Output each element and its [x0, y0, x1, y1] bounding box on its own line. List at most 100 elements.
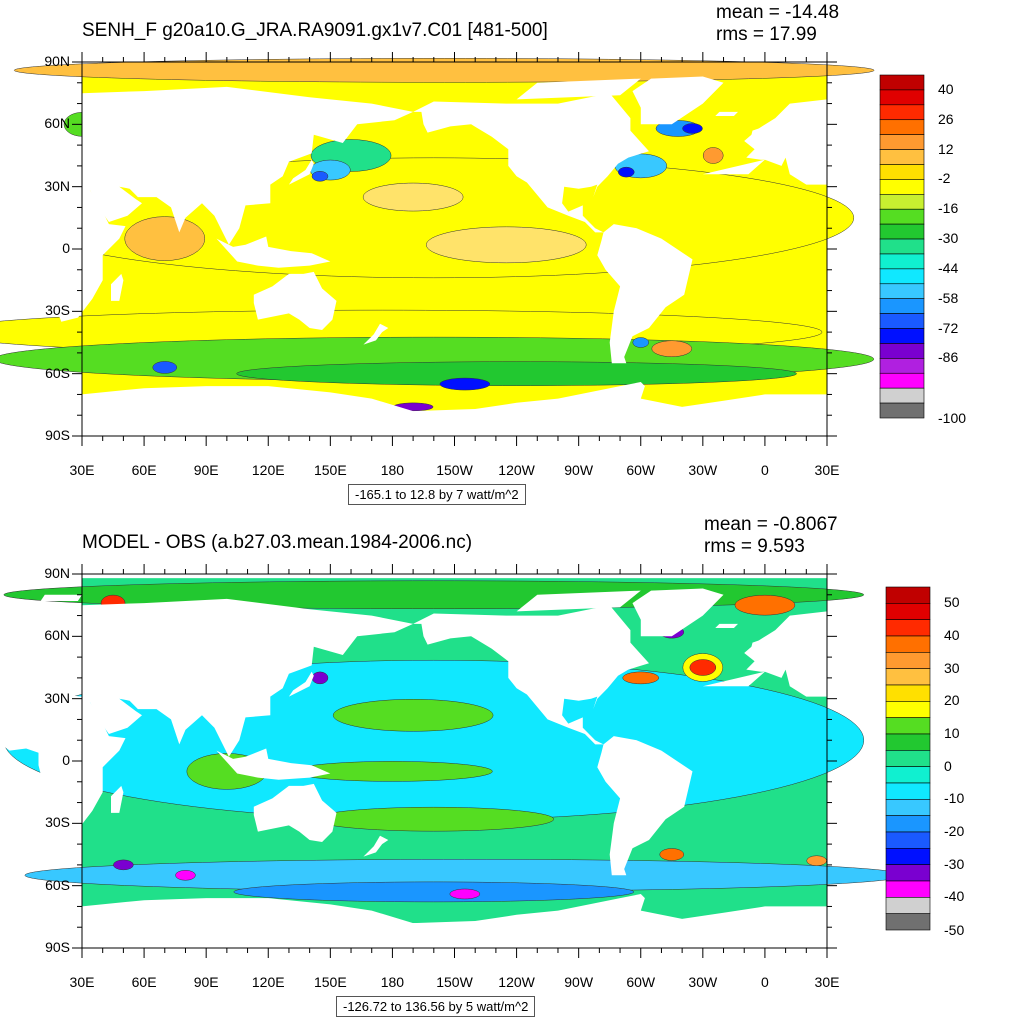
colorbar-box: [885, 880, 931, 898]
land-madagascar: [111, 273, 124, 301]
land-europe-wrap: [702, 611, 827, 697]
x-tick-label: 90E: [193, 974, 219, 990]
stats-block: mean = -14.48 rms = 17.99: [716, 2, 839, 46]
colorbar-label: 12: [938, 140, 954, 157]
colorbar-box: [879, 194, 925, 210]
x-tick-label: 120E: [251, 462, 285, 478]
bottom-map-panel: MODEL - OBS (a.b27.03.mean.1984-2006.nc)…: [0, 512, 1024, 1024]
y-tick-label: 60N: [44, 115, 70, 132]
colorbar-label: -2: [938, 170, 951, 187]
colorbar-label: 50: [944, 594, 960, 611]
land-africa: [0, 172, 126, 322]
x-tick-label: 150W: [436, 974, 473, 990]
colorbar-box: [885, 701, 931, 718]
colorbar: [885, 586, 931, 931]
map-plot: [0, 52, 925, 446]
colorbar-label: -50: [944, 922, 965, 938]
anomaly-blob: [659, 848, 685, 861]
land-new-zealand: [363, 323, 389, 345]
x-tick-label: 30E: [69, 974, 95, 990]
anomaly-blob: [311, 171, 329, 182]
land-australia: [253, 783, 337, 842]
land-north-america: [413, 93, 649, 233]
colorbar-box: [879, 164, 925, 180]
anomaly-blob: [233, 881, 635, 903]
x-tick-label: 120W: [498, 974, 535, 990]
land-mask: [0, 76, 827, 436]
x-tick-label: 90W: [564, 974, 594, 990]
colorbar-box: [885, 831, 931, 849]
x-tick-label: 0: [761, 974, 769, 990]
colorbar-label: -44: [938, 259, 959, 276]
x-tick-label: 180: [380, 462, 405, 478]
land-new-zealand: [363, 835, 389, 857]
land-madagascar: [111, 785, 124, 813]
y-tick-label: 60N: [44, 627, 70, 644]
land-antarctica: [82, 382, 827, 436]
colorbar-box: [879, 328, 925, 344]
colorbar-box: [879, 223, 925, 240]
colorbar-box: [879, 387, 925, 404]
colorbar-box: [885, 619, 931, 637]
land-iceland: [715, 623, 738, 628]
colorbar-label: 0: [944, 757, 952, 774]
colorbar-box: [879, 119, 925, 135]
land-africa: [0, 684, 126, 834]
contour-range-note: -165.1 to 12.8 by 7 watt/m^2: [348, 484, 526, 505]
colorbar-label: 20: [944, 692, 960, 709]
colorbar-box: [879, 343, 925, 359]
y-tick-label: 90S: [45, 427, 70, 443]
x-tick-label: 60E: [131, 974, 157, 990]
colorbar-box: [885, 799, 931, 816]
x-tick-label: 60W: [626, 462, 656, 478]
x-tick-label: 180: [380, 974, 405, 990]
colorbar-box: [885, 766, 931, 784]
colorbar-box: [879, 74, 925, 91]
land-iceland: [715, 111, 738, 116]
land-south-america: [597, 224, 693, 364]
colorbar-label: 10: [944, 725, 960, 741]
anomaly-blob: [682, 123, 703, 134]
x-tick-label: 150E: [313, 974, 347, 990]
anomaly-blob: [439, 377, 491, 391]
colorbar-box: [879, 298, 925, 314]
land-uk: [750, 640, 765, 658]
anomaly-blob: [124, 216, 206, 261]
colorbar-box: [885, 635, 931, 653]
contour-range-note: -126.72 to 136.56 by 5 watt/m^2: [336, 996, 536, 1017]
x-tick-label: 90W: [564, 462, 594, 478]
colorbar-box: [885, 750, 931, 767]
colorbar-label: -58: [938, 289, 959, 306]
colorbar-box: [885, 684, 931, 702]
colorbar-label: -16: [938, 200, 959, 217]
land-eurasia: [82, 598, 414, 757]
land-antarctica: [82, 894, 827, 948]
land-japan: [288, 159, 314, 185]
plot-title: MODEL - OBS (a.b27.03.mean.1984-2006.nc): [82, 532, 473, 553]
colorbar-box: [879, 313, 925, 329]
colorbar-box: [879, 358, 925, 374]
colorbar-label: 40: [944, 627, 960, 643]
anomaly-blob: [651, 340, 693, 357]
anomaly-blob: [702, 147, 724, 164]
colorbar-box: [885, 603, 931, 620]
colorbar-box: [879, 179, 925, 195]
colorbar-label: -72: [938, 319, 959, 336]
colorbar-label: -30: [944, 855, 965, 872]
colorbar-box: [879, 268, 925, 285]
colorbar-label: 30: [944, 659, 960, 676]
land-japan: [288, 671, 314, 697]
anomaly-blob: [806, 855, 827, 866]
colorbar-box: [885, 717, 931, 735]
x-tick-label: 60E: [131, 462, 157, 478]
rms-value: rms = 17.99: [716, 24, 817, 45]
land-eurasia: [82, 86, 414, 245]
land-arctic-islands: [516, 78, 641, 100]
land-uk: [750, 128, 765, 146]
colorbar-box: [879, 149, 925, 165]
colorbar-box: [885, 848, 931, 865]
x-tick-label: 30W: [688, 462, 718, 478]
colorbar-box: [879, 402, 925, 419]
mean-value: mean = -0.8067: [704, 514, 838, 535]
colorbar-box: [879, 253, 925, 270]
